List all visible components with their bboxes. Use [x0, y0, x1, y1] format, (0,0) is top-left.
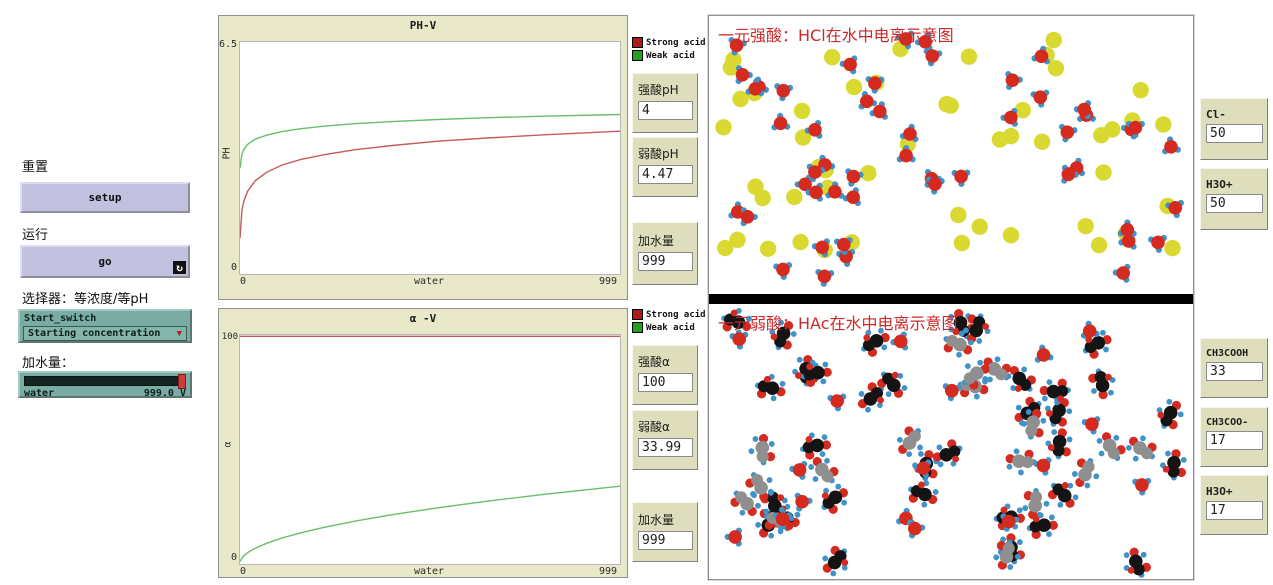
- ph-v-plot: PH-V 6.5 PH 0 0 water 999: [218, 15, 628, 300]
- alpha-v-plot: α -V 100 α 0 0 water 999: [218, 308, 628, 578]
- chooser-label: 选择器：等浓度/等pH: [22, 292, 149, 307]
- slider-readout: water 999.0 V: [20, 388, 190, 399]
- monitor-acetate: CH3COO- 17: [1200, 407, 1268, 467]
- x-min-tick: 0: [240, 276, 247, 287]
- weak-acid-swatch: [632, 322, 643, 333]
- y-axis-label: α: [222, 441, 234, 448]
- weak-acid-particles: [721, 307, 1187, 578]
- monitor-hydronium-bottom: H3O+ 17: [1200, 475, 1268, 535]
- monitor-chloride: Cl- 50: [1200, 98, 1268, 160]
- strong-acid-swatch: [632, 309, 643, 320]
- forever-icon: ↻: [173, 261, 186, 274]
- slider-track[interactable]: [24, 374, 186, 389]
- y-max-tick: 100: [221, 332, 238, 342]
- chevron-down-icon[interactable]: ▼: [176, 328, 182, 339]
- setup-button-label: setup: [88, 191, 122, 204]
- ph-plot-legend: Strong acid Weak acid: [632, 37, 706, 63]
- y-min-tick: 0: [230, 262, 237, 273]
- monitor-weak-acid-ph: 弱酸pH 4.47: [632, 137, 698, 197]
- world-view: 一元强酸：HCl在水中电离示意图 一元弱酸：HAc在水中电离示意图: [707, 14, 1195, 581]
- x-max-tick: 999: [598, 276, 617, 287]
- y-axis-label: PH: [221, 147, 233, 160]
- monitor-strong-acid-ph: 强酸pH 4: [632, 73, 698, 133]
- water-slider[interactable]: water 999.0 V: [18, 371, 192, 399]
- chooser-name: Start_switch: [24, 313, 97, 324]
- legend-weak-acid: Weak acid: [632, 50, 702, 61]
- ph-curves: [239, 113, 621, 239]
- plot-title: α -V: [409, 312, 437, 325]
- y-max-tick: 6.5: [219, 39, 238, 50]
- start-switch-chooser[interactable]: Start_switch Starting concentration ▼: [18, 309, 192, 343]
- slider-value: 999.0 V: [143, 388, 186, 399]
- x-axis-label: water: [413, 566, 445, 577]
- strong-acid-title: 一元强酸：HCl在水中电离示意图: [718, 26, 954, 45]
- monitor-acetic-acid: CH3COOH 33: [1200, 338, 1268, 398]
- run-label: 运行: [22, 228, 49, 243]
- monitor-hydronium-top: H3O+ 50: [1200, 168, 1268, 230]
- chooser-value-text: Starting concentration: [28, 328, 161, 339]
- water-amount-label: 加水量：: [22, 356, 75, 371]
- plot-title: PH-V: [409, 19, 437, 32]
- weak-acid-title: 一元弱酸：HAc在水中电离示意图: [718, 314, 958, 333]
- legend-weak-acid: Weak acid: [632, 322, 702, 333]
- alpha-plot-legend: Strong acid Weak acid: [632, 309, 706, 335]
- world-divider: [709, 294, 1193, 304]
- plot-area: [239, 334, 621, 565]
- slider-name: water: [24, 388, 55, 399]
- chooser-current-value[interactable]: Starting concentration ▼: [23, 326, 187, 341]
- x-axis-label: water: [413, 276, 445, 287]
- reset-label: 重置: [22, 160, 49, 175]
- go-button[interactable]: go ↻: [20, 245, 190, 278]
- monitor-water-added-top: 加水量 999: [632, 222, 698, 285]
- weak-acid-swatch: [632, 50, 643, 61]
- legend-strong-acid: Strong acid: [632, 37, 706, 48]
- monitor-strong-acid-alpha: 强酸α 100: [632, 345, 698, 405]
- x-min-tick: 0: [240, 566, 247, 577]
- strong-acid-particles: [715, 30, 1184, 287]
- monitor-water-added-bottom: 加水量 999: [632, 502, 698, 562]
- legend-strong-acid: Strong acid: [632, 309, 706, 320]
- alpha-curves: [239, 335, 621, 562]
- y-min-tick: 0: [230, 552, 237, 563]
- strong-acid-swatch: [632, 37, 643, 48]
- x-max-tick: 999: [598, 566, 617, 577]
- plot-area: [239, 41, 621, 275]
- monitor-weak-acid-alpha: 弱酸α 33.99: [632, 410, 698, 470]
- go-button-label: go: [98, 255, 112, 268]
- setup-button[interactable]: setup: [20, 182, 190, 213]
- slider-handle[interactable]: [178, 374, 186, 389]
